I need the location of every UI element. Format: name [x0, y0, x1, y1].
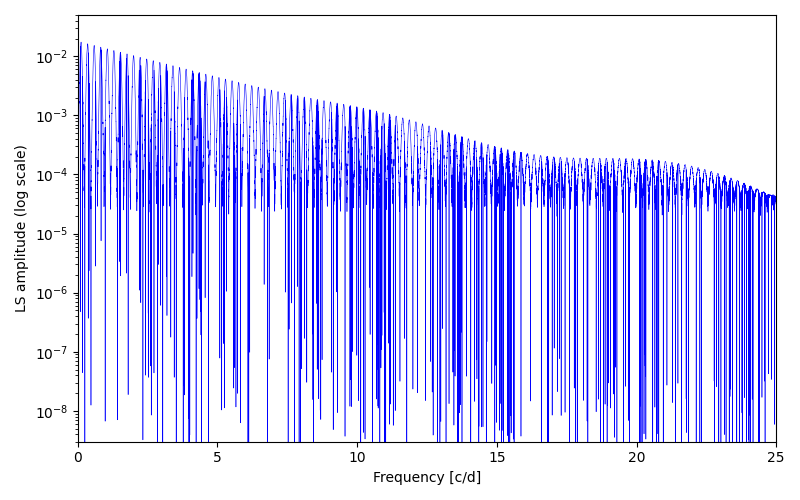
Y-axis label: LS amplitude (log scale): LS amplitude (log scale) — [15, 144, 29, 312]
X-axis label: Frequency [c/d]: Frequency [c/d] — [373, 471, 481, 485]
